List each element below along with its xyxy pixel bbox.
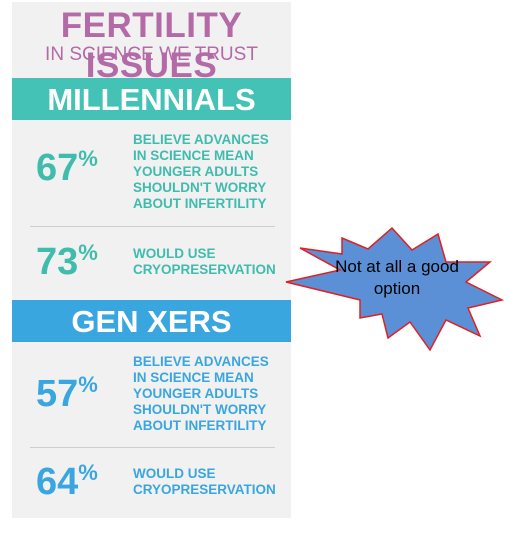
millennials-stat-1-percent: 67% xyxy=(36,146,98,189)
millennials-heading: MILLENNIALS xyxy=(12,78,291,120)
gen-xers-stat-1-percent: 57% xyxy=(36,372,98,415)
gen-xers-stat-2-percent: 64% xyxy=(36,460,98,503)
millennials-stat-2-text: WOULD USE CRYOPRESERVATION xyxy=(133,246,276,277)
millennials-stat-2-percent: 73% xyxy=(36,240,98,283)
infographic-subtitle: IN SCIENCE WE TRUST xyxy=(45,44,258,65)
gen-xers-heading: GEN XERS xyxy=(12,300,291,342)
starburst-shape xyxy=(285,226,505,352)
callout-text: Not at all a good option xyxy=(335,257,459,298)
gen-xers-stat-2-text: WOULD USE CRYOPRESERVATION xyxy=(133,466,276,497)
millennials-divider xyxy=(30,226,275,227)
gen-xers-stat-1-text: BELIEVE ADVANCES IN SCIENCE MEAN YOUNGER… xyxy=(133,354,269,433)
millennials-stat-1-text: BELIEVE ADVANCES IN SCIENCE MEAN YOUNGER… xyxy=(133,132,269,211)
gen-xers-divider xyxy=(30,447,275,448)
